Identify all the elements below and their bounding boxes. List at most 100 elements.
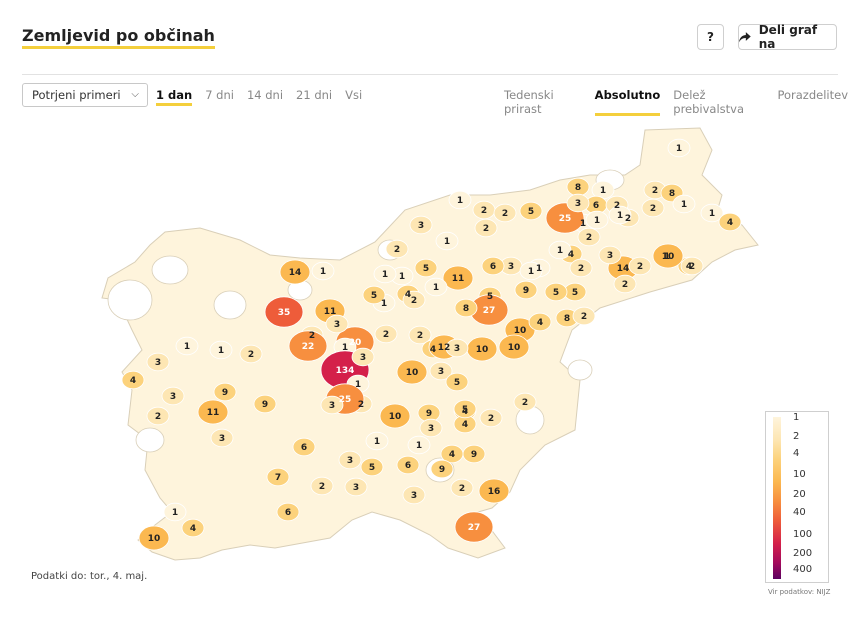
tab-porazdelitev[interactable]: Porazdelitev	[777, 88, 848, 102]
municipality-area[interactable]	[680, 256, 704, 276]
municipality-area[interactable]	[479, 408, 503, 428]
municipality-area[interactable]	[409, 215, 433, 235]
tab-21-dni[interactable]: 21 dni	[296, 88, 333, 102]
municipality-area[interactable]	[239, 344, 263, 364]
municipality-area[interactable]	[338, 450, 362, 470]
tab-vsi[interactable]: Vsi	[345, 88, 363, 102]
tab-7-dni[interactable]: 7 dni	[205, 88, 234, 102]
municipality-area[interactable]	[320, 395, 344, 415]
municipality-area[interactable]	[407, 435, 431, 455]
municipality-area[interactable]	[424, 277, 448, 297]
municipality-area[interactable]	[513, 392, 537, 412]
municipality-area[interactable]	[175, 336, 199, 356]
municipality-area[interactable]	[548, 240, 572, 260]
municipality-area[interactable]	[374, 324, 398, 344]
municipality-area[interactable]	[700, 203, 724, 223]
municipality-area[interactable]	[396, 455, 420, 475]
municipality-area[interactable]	[210, 428, 234, 448]
municipality-area[interactable]	[419, 418, 443, 438]
municipality-area[interactable]	[414, 258, 438, 278]
municipality-area[interactable]	[566, 193, 590, 213]
municipality-area[interactable]	[279, 259, 311, 285]
municipality-area[interactable]	[351, 347, 375, 367]
municipality-area[interactable]	[396, 359, 428, 385]
municipality-area[interactable]	[121, 370, 145, 390]
municipality-area[interactable]	[628, 256, 652, 276]
municipality-area[interactable]	[365, 431, 389, 451]
municipality-area[interactable]	[474, 218, 498, 238]
metric-select[interactable]: Potrjeni primeri ⌵	[22, 83, 148, 107]
municipality-area[interactable]	[454, 298, 478, 318]
share-button[interactable]: Deli graf na	[738, 23, 837, 51]
municipality-area[interactable]	[360, 457, 384, 477]
municipality-area[interactable]	[493, 203, 517, 223]
municipality-area[interactable]	[379, 403, 411, 429]
municipality-area[interactable]	[385, 239, 409, 259]
municipality-area[interactable]	[253, 394, 277, 414]
municipality-area[interactable]	[498, 334, 530, 360]
municipality-area[interactable]	[567, 359, 593, 381]
municipality-area[interactable]	[213, 290, 247, 320]
municipality-area[interactable]	[288, 330, 328, 362]
municipality-area[interactable]	[608, 205, 632, 225]
municipality-area[interactable]	[577, 227, 601, 247]
tab-absolutno[interactable]: Absolutno	[594, 88, 661, 116]
municipality-area[interactable]	[641, 198, 665, 218]
municipality-area[interactable]	[442, 265, 474, 291]
municipality-area[interactable]	[598, 245, 622, 265]
municipality-area[interactable]	[528, 312, 552, 332]
municipality-area[interactable]	[264, 296, 304, 328]
municipality-area[interactable]	[429, 361, 453, 381]
municipality-area[interactable]	[514, 280, 538, 300]
municipality-area[interactable]	[292, 437, 316, 457]
municipality-area[interactable]	[569, 258, 593, 278]
municipality-area[interactable]	[213, 382, 237, 402]
municipality-area[interactable]	[454, 511, 494, 543]
municipality-area[interactable]	[435, 231, 459, 251]
municipality-area[interactable]	[402, 290, 426, 310]
municipality-area[interactable]	[197, 399, 229, 425]
municipality-area[interactable]	[450, 478, 474, 498]
municipality-area[interactable]	[325, 314, 349, 334]
municipality-area[interactable]	[181, 518, 205, 538]
municipality-area[interactable]	[453, 399, 477, 419]
municipality-area[interactable]	[362, 285, 386, 305]
municipality-area[interactable]	[107, 279, 153, 321]
municipality-area[interactable]	[310, 476, 334, 496]
municipality-area[interactable]	[135, 427, 165, 453]
municipality-area[interactable]	[718, 212, 742, 232]
municipality-area[interactable]	[672, 194, 696, 214]
municipality-area[interactable]	[544, 282, 568, 302]
help-button[interactable]: ?	[697, 24, 724, 50]
municipality-area[interactable]	[266, 467, 290, 487]
tab-1-dan[interactable]: 1 dan	[156, 88, 193, 106]
municipality-area[interactable]	[276, 502, 300, 522]
tab-delez-prebivalstva[interactable]: Delež prebivalstva	[673, 88, 745, 116]
municipality-area[interactable]	[402, 485, 426, 505]
municipality-area[interactable]	[572, 306, 596, 326]
municipality-area[interactable]	[652, 243, 684, 269]
municipality-area[interactable]	[445, 372, 469, 392]
municipality-area[interactable]	[373, 264, 397, 284]
municipality-area[interactable]	[478, 478, 510, 504]
municipality-area[interactable]	[146, 352, 170, 372]
tab-14-dni[interactable]: 14 dni	[246, 88, 284, 102]
municipality-area[interactable]	[585, 210, 609, 230]
municipality-area[interactable]	[613, 274, 637, 294]
municipality-area[interactable]	[161, 386, 185, 406]
municipality-area[interactable]	[151, 255, 189, 285]
municipality-area[interactable]	[481, 256, 505, 276]
municipality-area[interactable]	[163, 502, 187, 522]
municipality-area[interactable]	[440, 444, 464, 464]
municipality-area[interactable]	[448, 190, 472, 210]
municipality-area[interactable]	[209, 340, 233, 360]
municipality-area[interactable]	[445, 338, 469, 358]
municipality-area[interactable]	[667, 138, 691, 158]
municipality-area[interactable]	[138, 525, 170, 551]
municipality-area[interactable]	[146, 406, 170, 426]
municipality-area[interactable]	[519, 201, 543, 221]
municipality-area[interactable]	[311, 261, 335, 281]
municipality-area[interactable]	[344, 477, 368, 497]
municipality-area[interactable]	[519, 261, 543, 281]
municipality-area[interactable]	[408, 325, 432, 345]
